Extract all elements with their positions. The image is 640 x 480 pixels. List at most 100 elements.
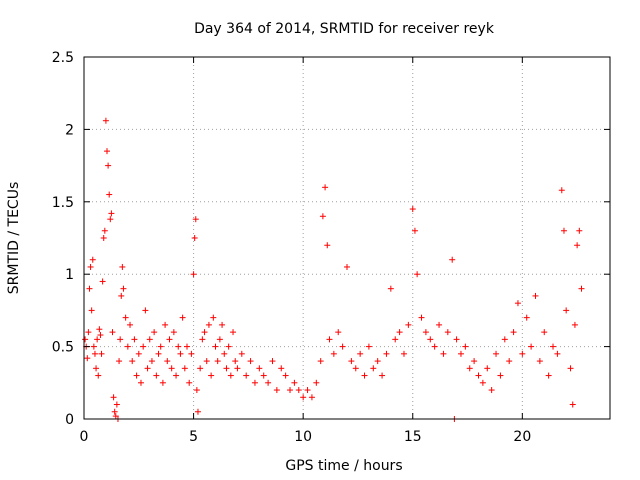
data-point [208, 372, 215, 379]
data-point [370, 365, 377, 372]
data-point [357, 350, 364, 357]
data-point [550, 343, 557, 350]
data-point [576, 227, 583, 234]
data-point [84, 355, 91, 362]
data-point [166, 336, 173, 343]
data-point [339, 343, 346, 350]
data-point [173, 372, 180, 379]
data-point [265, 379, 272, 386]
data-point [545, 372, 552, 379]
data-point [506, 358, 513, 365]
data-point [418, 314, 425, 321]
data-point [563, 307, 570, 314]
data-point [501, 336, 508, 343]
data-point [352, 365, 359, 372]
data-point [124, 343, 131, 350]
data-point [444, 329, 451, 336]
y-tick-label: 1 [65, 267, 74, 283]
data-point [493, 350, 500, 357]
data-point [102, 117, 109, 124]
data-point [118, 292, 125, 299]
data-point [108, 210, 115, 217]
data-point [99, 278, 106, 285]
y-axis-label: SRMTID / TECUs [6, 182, 22, 295]
data-point [322, 184, 329, 191]
data-point [567, 365, 574, 372]
data-point [488, 387, 495, 394]
data-point [514, 300, 521, 307]
data-point [291, 379, 298, 386]
data-point [142, 307, 149, 314]
data-point [105, 162, 112, 169]
data-point [94, 336, 101, 343]
data-point [127, 321, 134, 328]
data-point [90, 343, 97, 350]
data-point [97, 332, 104, 339]
data-point [144, 365, 151, 372]
data-point [479, 379, 486, 386]
data-point [203, 358, 210, 365]
data-point [282, 372, 289, 379]
data-point [558, 187, 565, 194]
data-point [184, 343, 191, 350]
data-point [135, 350, 142, 357]
data-point [453, 336, 460, 343]
data-point [219, 321, 226, 328]
data-point [278, 365, 285, 372]
data-point [335, 329, 342, 336]
data-point [387, 285, 394, 292]
data-point [475, 372, 482, 379]
data-point [287, 387, 294, 394]
data-point [113, 401, 120, 408]
data-point [330, 350, 337, 357]
data-point [111, 408, 118, 415]
data-point [440, 350, 447, 357]
data-point [238, 350, 245, 357]
data-point [168, 365, 175, 372]
data-point [319, 213, 326, 220]
data-point [177, 350, 184, 357]
data-point [256, 365, 263, 372]
data-point [510, 329, 517, 336]
data-point [295, 387, 302, 394]
data-point [120, 285, 127, 292]
data-point [317, 358, 324, 365]
data-point [313, 379, 320, 386]
data-point [93, 365, 100, 372]
chart-title: Day 364 of 2014, SRMTID for receiver rey… [194, 21, 495, 37]
data-point [186, 379, 193, 386]
data-point [119, 263, 126, 270]
data-point [153, 372, 160, 379]
data-point [89, 256, 96, 263]
data-point [216, 336, 223, 343]
data-point [230, 329, 237, 336]
data-point [308, 394, 315, 401]
data-point [151, 329, 158, 336]
plot-frame [83, 56, 611, 420]
data-point [223, 365, 230, 372]
data-point [554, 350, 561, 357]
data-point [140, 343, 147, 350]
data-point [260, 372, 267, 379]
data-point [462, 343, 469, 350]
data-point [170, 329, 177, 336]
data-point [232, 358, 239, 365]
data-point [188, 350, 195, 357]
y-tick-label: 2.5 [52, 50, 74, 66]
data-point [243, 372, 250, 379]
data-point [210, 314, 217, 321]
data-point [484, 365, 491, 372]
y-tick-label: 1.5 [52, 195, 74, 211]
data-point [179, 314, 186, 321]
data-point [578, 285, 585, 292]
data-point [427, 336, 434, 343]
y-tick-label: 2 [65, 122, 74, 138]
data-point [273, 387, 280, 394]
data-point [101, 227, 108, 234]
data-point [536, 358, 543, 365]
data-point [197, 365, 204, 372]
data-point [431, 343, 438, 350]
data-point [326, 336, 333, 343]
data-point [133, 372, 140, 379]
